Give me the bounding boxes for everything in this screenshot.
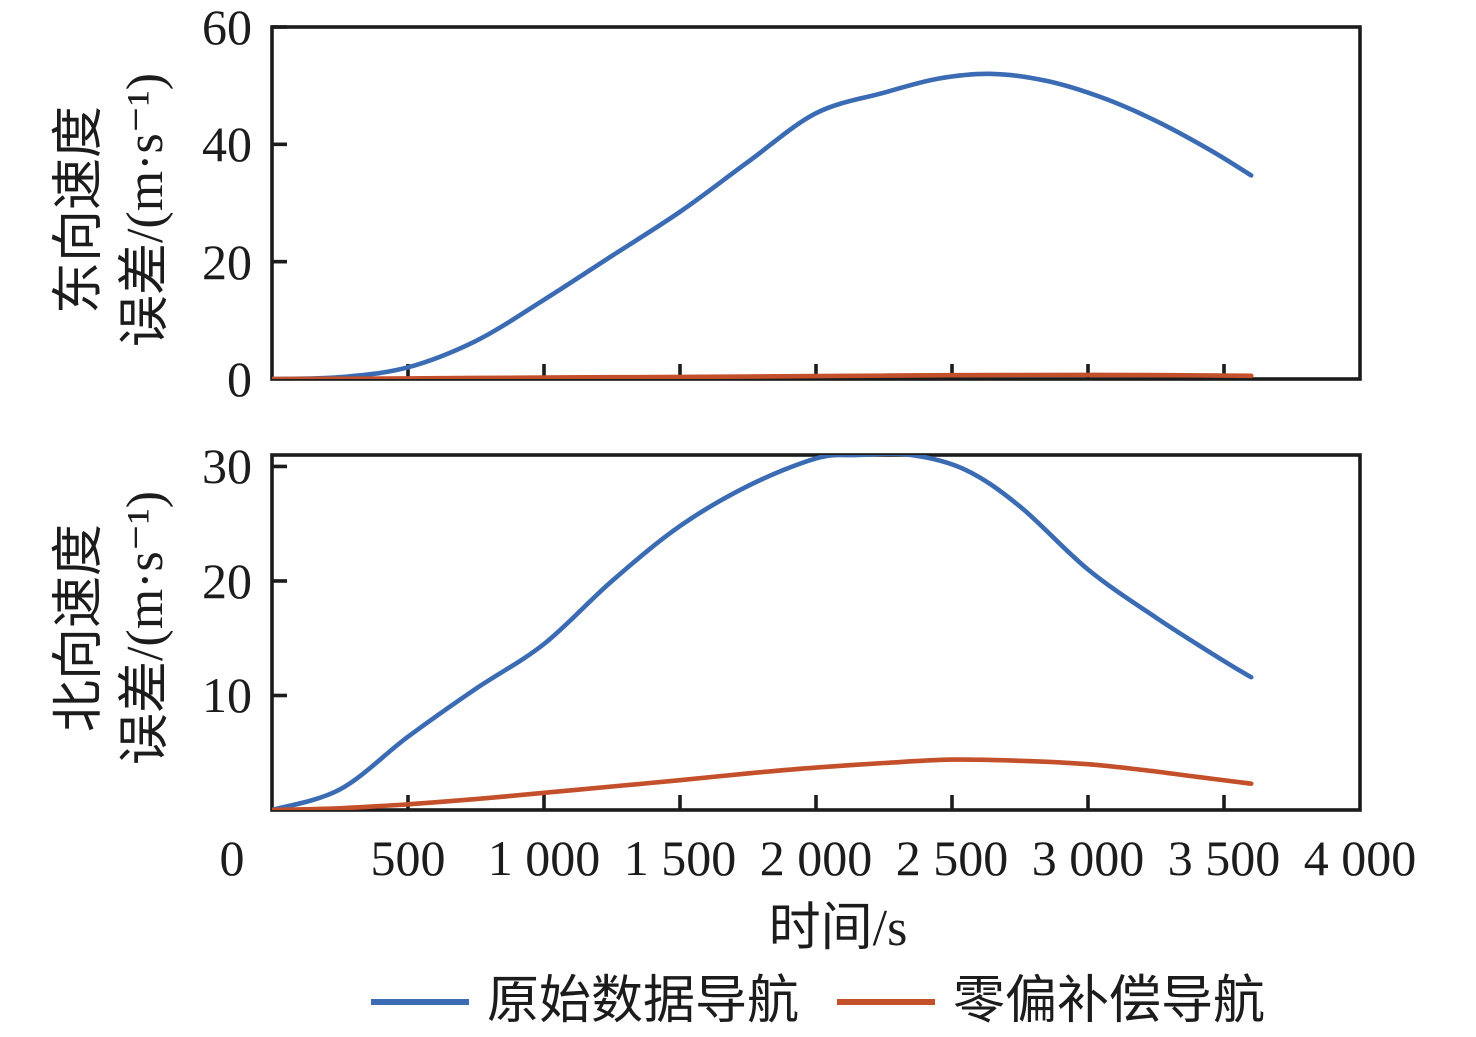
bottom-y-axis-title-line1: 北向速度 [51,524,108,733]
legend-label-compensated: 零偏补偿导航 [953,973,1266,1030]
x-tick-label: 3 500 [1167,830,1281,886]
x-tick-label: 1 000 [487,830,601,886]
legend-line-compensated [837,999,936,1005]
top-y-tick-label: 20 [202,234,252,290]
top-series-group [272,71,1254,379]
legend-item-compensated: 零偏补偿导航 [837,971,1265,1033]
bottom-series-0-line [272,455,1254,810]
x-tick-label: 500 [370,830,446,886]
x-tick-label: 2 000 [759,830,873,886]
x-tick-label: 2 500 [895,830,1009,886]
top-y-tick-label: 60 [202,0,252,55]
bottom-y-tick-label: 30 [202,438,252,494]
bottom-y-tick-label: 20 [202,553,252,609]
top-y-tick-label: 40 [202,116,252,172]
top-series-1-line [272,372,1254,379]
legend-line-raw [371,999,469,1005]
bottom-plot-frame [270,453,1362,812]
top-y-tick-label: 0 [227,351,252,407]
bottom-series-group [272,455,1254,810]
legend-item-raw: 原始数据导航 [371,971,799,1033]
top-series-0-line [272,71,1254,379]
top-plot-frame [270,25,1362,381]
x-tick-label: 0 [219,830,245,886]
x-axis-title: 时间/s [768,900,908,957]
x-tick-label: 4 000 [1303,830,1417,886]
x-tick-label: 1 500 [623,830,737,886]
bottom-series-1-line [272,757,1254,810]
bottom-y-axis-title-line2: 误差/(m·s⁻¹) [117,490,174,766]
legend: 原始数据导航 零偏补偿导航 [371,970,1265,1034]
x-tick-label: 3 000 [1031,830,1145,886]
bottom-y-tick-label: 10 [202,667,252,723]
bottom-y-axis-title: 北向速度 误差/(m·s⁻¹) [47,308,179,948]
legend-label-raw: 原始数据导航 [487,973,800,1030]
